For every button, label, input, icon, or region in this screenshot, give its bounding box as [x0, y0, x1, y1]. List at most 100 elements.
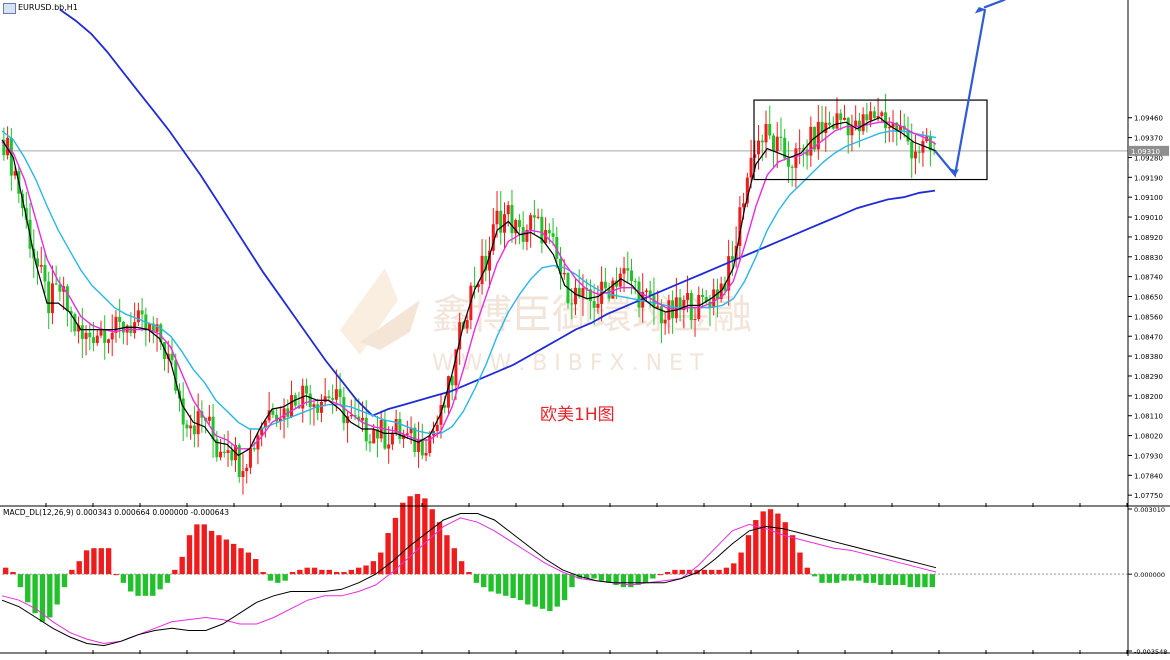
bear-candle	[398, 419, 402, 439]
macd-bar-negative	[914, 574, 921, 588]
macd-tick-label: 0.000000	[1134, 571, 1165, 579]
bull-candle	[742, 203, 746, 208]
bear-candle	[159, 324, 163, 343]
ma-fast-line	[1, 117, 937, 457]
macd-bar-negative	[900, 574, 906, 586]
bull-candle	[745, 177, 749, 204]
macd-bar-positive	[701, 569, 708, 575]
bull-candle	[880, 112, 884, 116]
macd-line	[1, 517, 937, 645]
arrow-head	[950, 168, 959, 177]
bull-candle	[346, 416, 350, 424]
bull-candle	[114, 316, 118, 333]
macd-bar-negative	[539, 574, 546, 609]
y-tick-label: 1.08470	[1134, 333, 1163, 341]
bear-candle	[54, 283, 58, 285]
macd-bar-positive	[10, 572, 16, 575]
macd-bar-negative	[267, 574, 274, 581]
bull-candle	[899, 125, 903, 132]
bull-candle	[95, 335, 99, 344]
bull-candle	[514, 220, 518, 234]
bull-candle	[869, 111, 873, 121]
bull-candle	[278, 418, 282, 422]
macd-bar-positive	[385, 533, 391, 575]
macd-bar-positive	[723, 567, 730, 575]
bull-candle	[319, 401, 323, 413]
y-tick-label: 1.08740	[1134, 274, 1163, 282]
macd-bar-negative	[819, 574, 825, 583]
macd-bar-positive	[414, 494, 421, 575]
bear-candle	[626, 268, 630, 271]
watermark-logo-part	[360, 300, 420, 350]
bull-candle	[465, 320, 469, 329]
macd-bar-negative	[120, 574, 127, 583]
bull-candle	[502, 214, 506, 233]
bear-candle	[151, 323, 155, 332]
macd-bar-negative	[128, 574, 134, 592]
macd-bar-negative	[150, 574, 156, 596]
bear-candle	[215, 439, 219, 458]
bull-candle	[842, 117, 846, 120]
bear-candle	[588, 289, 592, 301]
macd-bar-positive	[363, 565, 369, 575]
macd-bar-positive	[760, 511, 766, 575]
macd-bar-negative	[834, 574, 840, 583]
bull-candle	[99, 329, 103, 336]
bear-candle	[271, 410, 275, 415]
macd-bar-positive	[245, 552, 252, 575]
bear-candle	[547, 230, 551, 234]
bull-candle	[581, 288, 585, 297]
y-tick-label: 1.08920	[1134, 234, 1163, 242]
macd-bar-positive	[289, 572, 296, 575]
macd-bar-negative	[620, 574, 627, 588]
macd-bar-negative	[473, 574, 480, 583]
bear-candle	[368, 441, 372, 444]
macd-pane	[1, 494, 1128, 647]
macd-bar-negative	[517, 574, 524, 601]
bear-candle	[65, 286, 69, 312]
bull-candle	[260, 427, 264, 436]
bear-candle	[327, 396, 331, 399]
bull-candle	[417, 440, 421, 452]
macd-bar-negative	[878, 574, 884, 586]
y-tick-label: 1.07930	[1134, 452, 1163, 460]
macd-bar-positive	[797, 552, 803, 575]
bear-candle	[92, 337, 96, 344]
macd-bar-positive	[98, 548, 104, 575]
macd-bar-positive	[422, 498, 428, 575]
bull-candle	[349, 414, 353, 417]
arrow-tail-segment	[983, 0, 1006, 9]
bear-candle	[43, 265, 47, 282]
bear-candle	[192, 425, 196, 435]
bear-candle	[551, 233, 555, 237]
bear-candle	[275, 414, 279, 422]
macd-bar-positive	[378, 552, 384, 575]
macd-bar-positive	[223, 539, 229, 575]
bull-candle	[50, 283, 54, 314]
bull-candle	[693, 319, 697, 321]
bear-candle	[678, 297, 682, 311]
bull-candle	[644, 290, 648, 292]
bear-candle	[701, 295, 704, 298]
bull-candle	[488, 250, 492, 271]
macd-bar-negative	[135, 574, 141, 596]
bull-candle	[757, 140, 761, 155]
bear-candle	[805, 149, 809, 156]
macd-bar-positive	[745, 535, 752, 575]
bear-candle	[633, 280, 637, 282]
bear-candle	[2, 139, 6, 156]
bear-candle	[450, 376, 454, 386]
macd-bar-negative	[922, 574, 928, 588]
bear-candle	[304, 385, 308, 394]
macd-bar-negative	[25, 574, 31, 603]
macd-bar-positive	[105, 548, 112, 575]
macd-bar-positive	[341, 572, 347, 575]
bear-candle	[783, 137, 787, 159]
macd-bar-positive	[179, 556, 185, 575]
macd-bar-positive	[664, 572, 671, 575]
macd-bar-positive	[444, 535, 450, 575]
macd-bar-negative	[495, 574, 502, 594]
bear-candle	[58, 284, 62, 292]
bull-candle	[148, 323, 152, 331]
